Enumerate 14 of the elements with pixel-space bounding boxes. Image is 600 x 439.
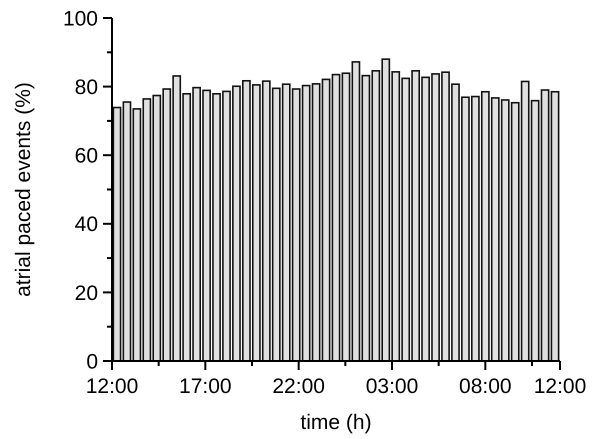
y-tick-label: 60 xyxy=(74,144,98,168)
x-tick-label: 03:00 xyxy=(366,375,418,398)
x-tick-label: 12:00 xyxy=(534,375,586,398)
y-tick-label: 0 xyxy=(86,350,98,374)
y-axis-title: atrial paced events (%) xyxy=(12,82,35,297)
x-tick-label: 12:00 xyxy=(86,375,138,398)
y-tick-label: 40 xyxy=(74,213,98,236)
y-tick-label: 80 xyxy=(74,76,98,99)
y-tick-label: 20 xyxy=(74,282,98,305)
y-tick-label: 100 xyxy=(62,7,98,30)
x-tick-label: 22:00 xyxy=(272,375,325,398)
x-axis-title: time (h) xyxy=(300,411,372,434)
x-tick-label: 08:00 xyxy=(459,375,512,398)
x-tick-label: 17:00 xyxy=(179,375,232,398)
